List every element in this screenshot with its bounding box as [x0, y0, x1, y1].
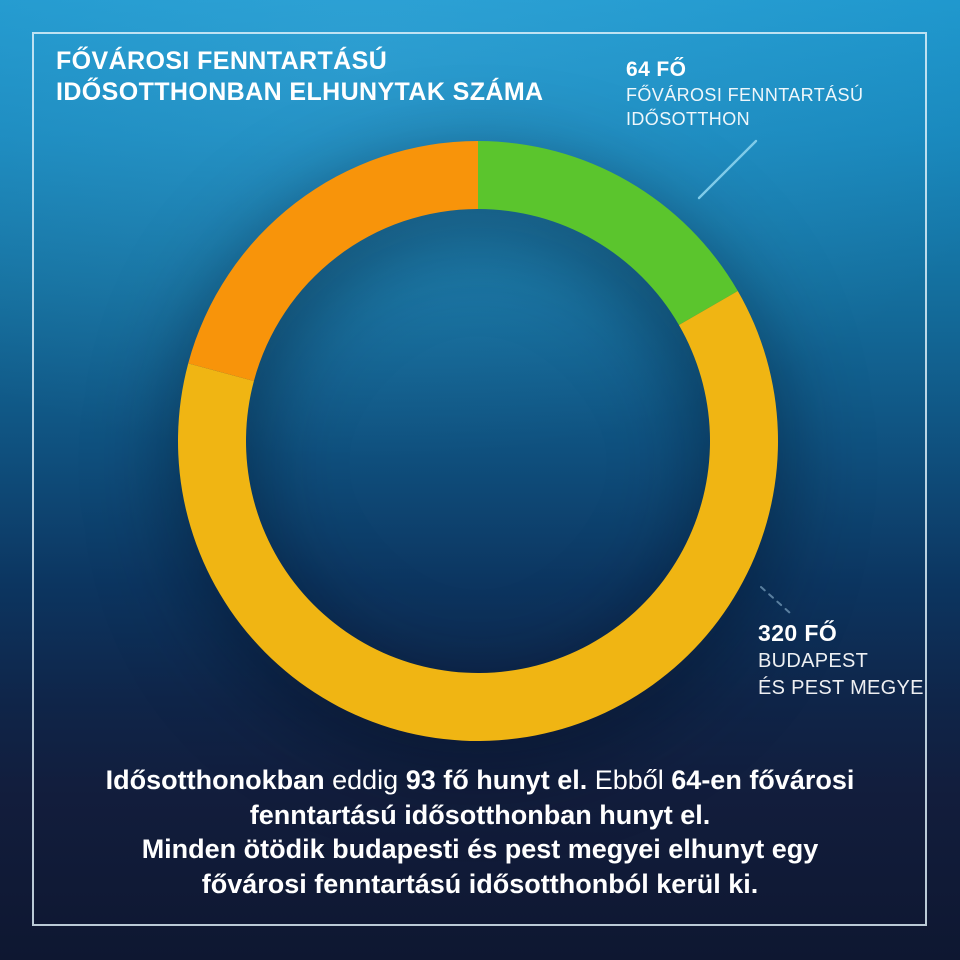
donut-segment-budapest-pest-megye: [178, 291, 779, 742]
leader-line-2: [760, 586, 791, 614]
donut-segment-fovarosi-idosotthon: [478, 141, 738, 325]
callout-green-value: 64 FŐ: [626, 58, 687, 81]
summary-line-2: fenntartású idősotthonban hunyt el.: [42, 798, 918, 833]
summary-text-segment: Ebből: [594, 765, 672, 795]
page-title: FŐVÁROSI FENNTARTÁSÚ IDŐSOTTHONBAN ELHUN…: [56, 46, 544, 108]
donut-segment-unlabeled: [188, 141, 478, 381]
summary-text-segment: eddig: [332, 765, 406, 795]
summary-text-segment: Idősotthonokban: [105, 765, 333, 795]
callout-yellow-line-2: ÉS PEST MEGYE: [758, 677, 924, 699]
summary-text-segment: fővárosi fenntartású idősotthonból kerül…: [201, 868, 759, 899]
summary-text-segment: Minden ötödik budapesti és pest megyei e…: [141, 834, 819, 864]
summary-line-1: Idősotthonokban eddig 93 fő hunyt el. Eb…: [42, 763, 918, 798]
callout-green-line-2: IDŐSOTTHON: [626, 109, 750, 129]
title-line-2: IDŐSOTTHONBAN ELHUNYTAK SZÁMA: [56, 78, 544, 106]
callout-yellow-segment: 320 FŐ BUDAPEST ÉS PEST MEGYE: [758, 618, 924, 702]
callout-green-line-1: FŐVÁROSI FENNTARTÁSÚ: [626, 85, 864, 105]
callout-yellow-value: 320 FŐ: [758, 620, 838, 646]
leader-line-1: [697, 139, 758, 200]
callout-yellow-line-1: BUDAPEST: [758, 650, 869, 672]
summary-text-segment: 93 fő hunyt el.: [405, 765, 595, 795]
summary-text-segment: fenntartású idősotthonban hunyt el.: [249, 799, 711, 830]
summary-text: Idősotthonokban eddig 93 fő hunyt el. Eb…: [42, 763, 918, 901]
title-line-1: FŐVÁROSI FENNTARTÁSÚ: [56, 47, 388, 75]
summary-line-3: Minden ötödik budapesti és pest megyei e…: [42, 832, 918, 867]
callout-green-segment: 64 FŐ FŐVÁROSI FENNTARTÁSÚ IDŐSOTTHON: [626, 56, 863, 131]
summary-text-segment: 64-en fővárosi: [671, 765, 855, 795]
summary-line-4: fővárosi fenntartású idősotthonból kerül…: [42, 867, 918, 902]
